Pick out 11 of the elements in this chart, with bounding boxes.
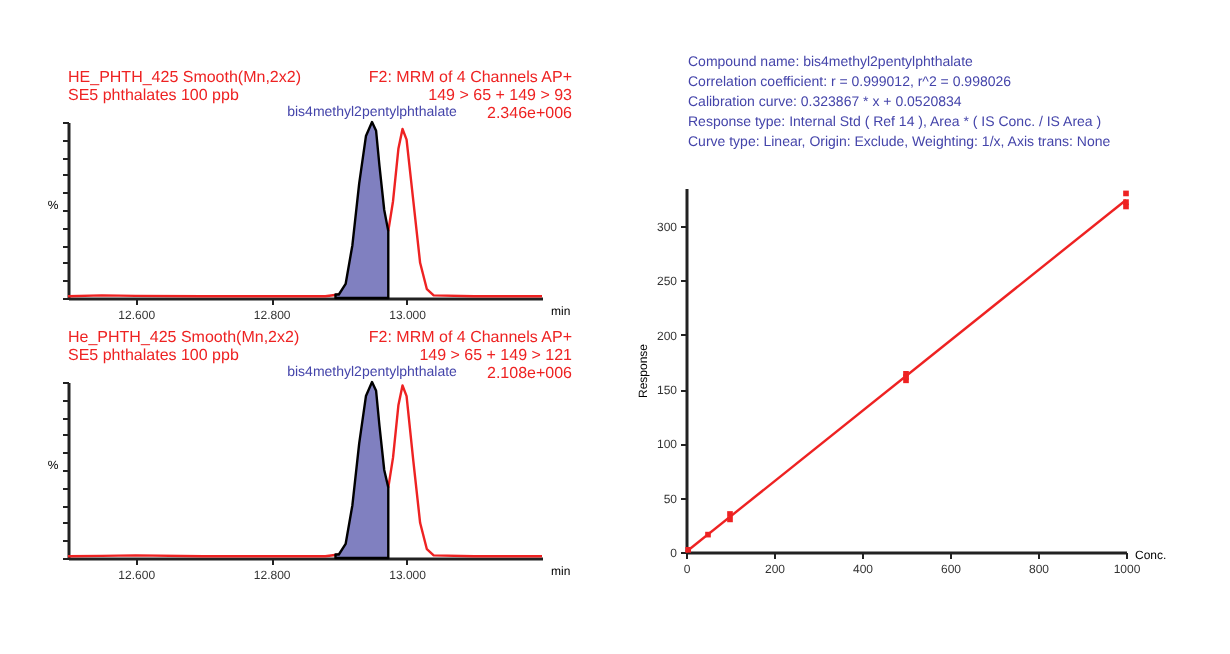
text: F2: MRM of 4 Channels AP+	[368, 68, 573, 86]
point	[1123, 190, 1129, 197]
chart-subtitle: SE5 phthalates 100 ppb	[68, 86, 240, 104]
chart-title: HE_PHTH_425 Smooth(Mn,2x2)	[68, 68, 302, 86]
text: F2: MRM of 4 Channels AP+	[368, 328, 573, 346]
chart-title: He_PHTH_425 Smooth(Mn,2x2)	[68, 328, 300, 346]
text: 149 > 65 + 149 > 121	[419, 346, 574, 364]
text: 149 > 65 + 149 > 93	[428, 86, 574, 104]
annotation: 2.108e+006	[487, 364, 574, 382]
chart-subtitle: SE5 phthalates 100 ppb	[68, 346, 240, 364]
annotation: 2.346e+006	[487, 104, 574, 122]
